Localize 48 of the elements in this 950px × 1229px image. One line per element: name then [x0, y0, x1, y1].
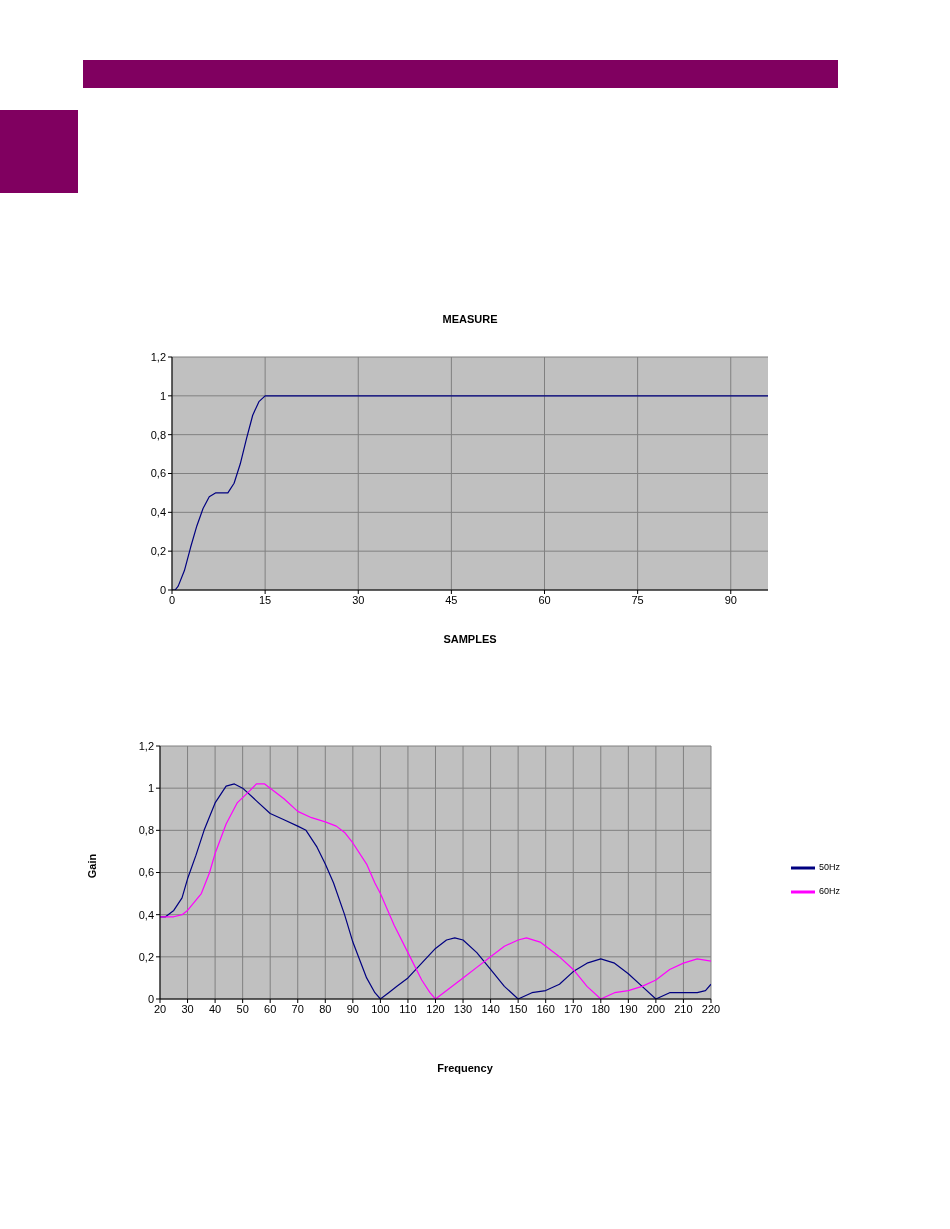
y-axis-title: Gain	[86, 853, 99, 878]
x-tick-label: 150	[508, 1002, 528, 1015]
x-tick-label: 90	[724, 593, 737, 606]
y-tick-label: 0,4	[150, 506, 166, 519]
x-tick-label: 120	[426, 1002, 445, 1015]
x-tick-label: 220	[701, 1002, 721, 1015]
x-tick-label: 130	[453, 1002, 473, 1015]
x-tick-label: 40	[208, 1002, 222, 1015]
y-tick-label: 0,4	[138, 908, 154, 921]
x-tick-label: 160	[536, 1002, 555, 1015]
y-tick-label: 1	[159, 389, 166, 402]
x-tick-label: 20	[153, 1002, 167, 1015]
x-tick-label: 140	[481, 1002, 500, 1015]
y-tick-label: 0,2	[150, 545, 166, 558]
x-tick-label: 0	[168, 593, 176, 606]
x-tick-label: 90	[346, 1002, 359, 1015]
x-tick-label: 15	[259, 593, 272, 606]
x-tick-label: 200	[646, 1002, 666, 1015]
x-tick-label: 75	[631, 593, 644, 606]
legend-label: 60Hz	[818, 886, 840, 897]
chart-title: MEASURE	[441, 313, 499, 325]
y-tick-label: 0,8	[150, 428, 166, 441]
x-tick-label: 30	[352, 593, 365, 606]
y-tick-label: 0,6	[150, 467, 166, 480]
x-tick-label: 110	[399, 1002, 417, 1015]
y-tick-label: 1,2	[138, 739, 154, 752]
x-tick-label: 180	[591, 1002, 610, 1015]
x-tick-label: 60	[264, 1002, 277, 1015]
y-tick-label: 0	[147, 992, 154, 1005]
legend-label: 50Hz	[818, 862, 840, 873]
x-tick-label: 45	[445, 593, 458, 606]
x-tick-label: 30	[181, 1002, 194, 1015]
x-tick-label: 60	[538, 593, 551, 606]
x-tick-label: 170	[564, 1002, 583, 1015]
y-tick-label: 0,8	[138, 824, 154, 837]
x-tick-label: 100	[371, 1002, 390, 1015]
y-tick-label: 0,2	[138, 950, 154, 963]
y-tick-label: 1	[147, 782, 154, 795]
x-tick-label: 70	[291, 1002, 304, 1015]
x-axis-title: Frequency	[436, 1062, 494, 1074]
x-tick-label: 210	[674, 1002, 693, 1015]
x-tick-label: 80	[319, 1002, 332, 1015]
x-tick-label: 50	[236, 1002, 249, 1015]
y-tick-label: 0	[159, 583, 166, 596]
y-tick-label: 0,6	[138, 866, 154, 879]
x-axis-title: SAMPLES	[442, 633, 498, 645]
y-tick-label: 1,2	[150, 350, 166, 363]
x-tick-label: 190	[619, 1002, 638, 1015]
